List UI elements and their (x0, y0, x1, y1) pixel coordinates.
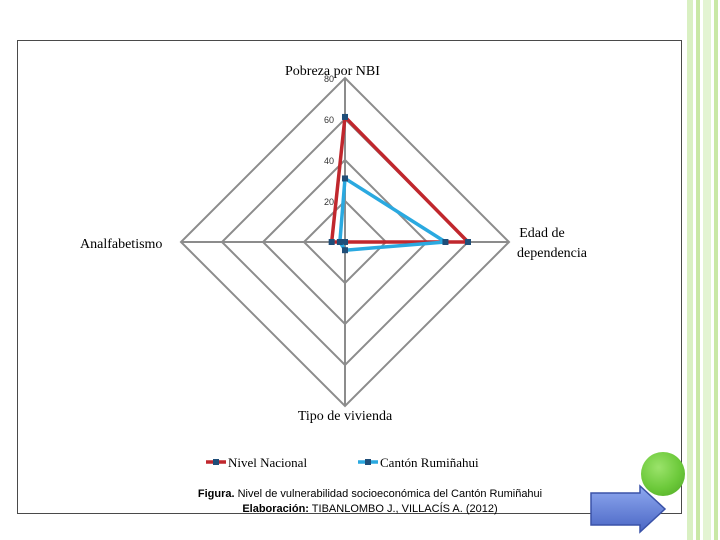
figure-caption: Figura. Nivel de vulnerabilidad socioeco… (130, 488, 610, 500)
legend-marker (213, 459, 219, 465)
axis-label: dependencia (517, 246, 588, 261)
credit-label: Elaboración: (242, 503, 309, 515)
data-point (336, 239, 343, 245)
data-point (465, 239, 471, 245)
next-arrow-icon[interactable] (588, 484, 668, 534)
axis-label: Tipo de vivienda (298, 409, 393, 424)
data-point (442, 239, 449, 245)
legend-marker (365, 459, 371, 465)
decorative-stripes (687, 0, 720, 540)
data-point (342, 175, 348, 182)
data-point (342, 113, 348, 120)
axis-label: Analfabetismo (80, 237, 162, 252)
legend-label: Nivel Nacional (228, 455, 307, 470)
data-point (328, 239, 335, 245)
credit-caption: Elaboración: TIBANLOMBO J., VILLACÍS A. … (130, 503, 610, 515)
green-circle-icon (641, 452, 685, 496)
tick-label: 40 (324, 156, 334, 166)
tick-label: 60 (324, 115, 334, 125)
credit-text: TIBANLOMBO J., VILLACÍS A. (2012) (308, 503, 498, 515)
caption-label: Figura. (197, 488, 235, 500)
chart-frame: 80 60 40 20 Pobreza por NBI Edad de dependenci… (17, 40, 682, 514)
axis-label: Pobreza por NBI (285, 64, 380, 79)
series-line (338, 176, 448, 252)
data-point (342, 247, 348, 254)
tick-label: 20 (324, 197, 334, 207)
caption-text: Nivel de vulnerabilidad socioeconómica d… (234, 488, 543, 500)
data-point (342, 239, 348, 245)
axis-label: Edad de (519, 226, 564, 241)
legend-label: Cantón Rumiñahui (380, 455, 479, 470)
radar-chart: 80 60 40 20 Pobreza por NBI Edad de dependenci… (80, 64, 588, 470)
tick-label: 80 (324, 74, 334, 84)
